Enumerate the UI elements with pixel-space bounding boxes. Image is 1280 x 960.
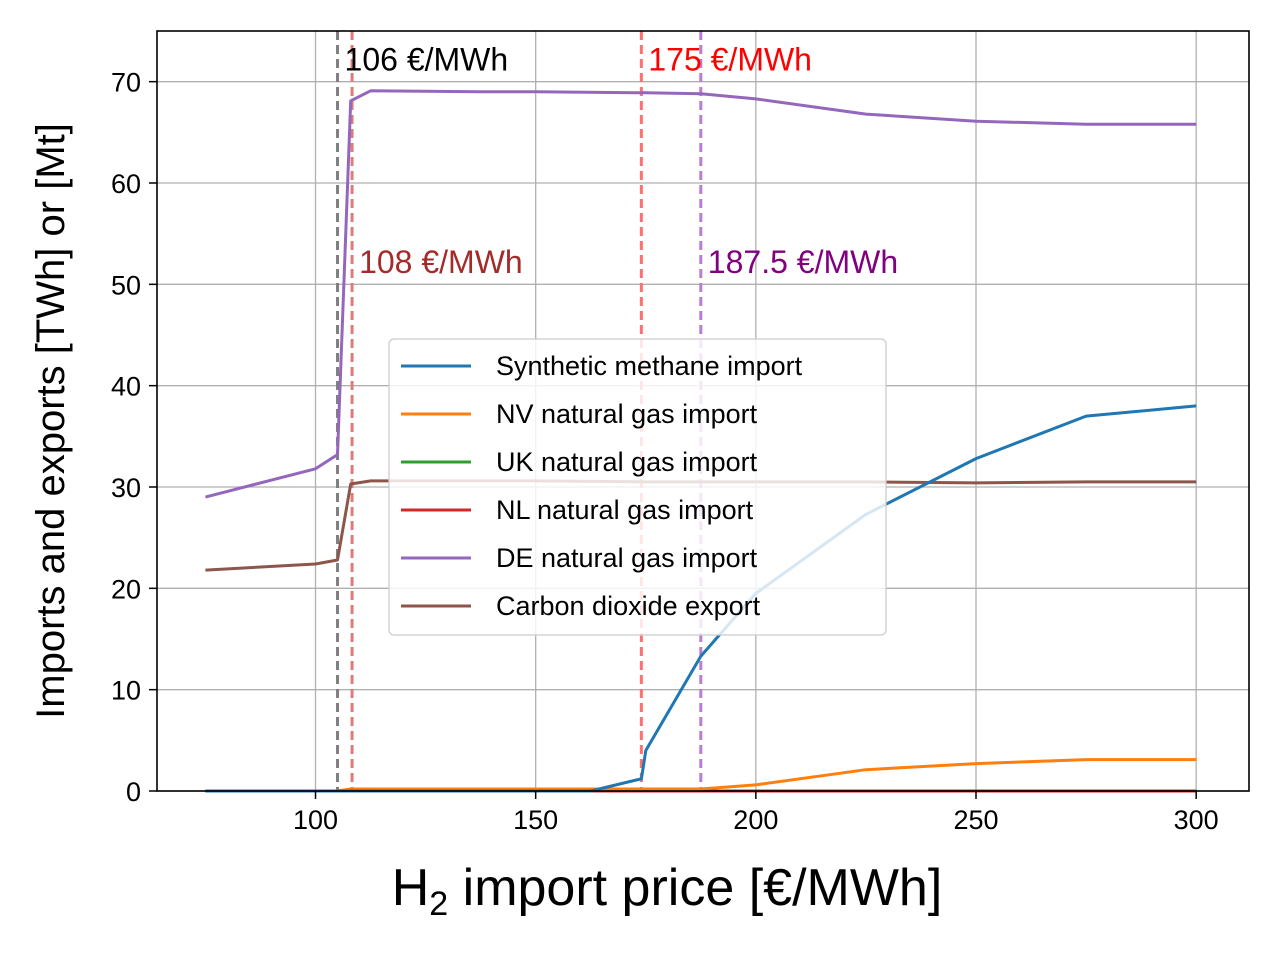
x-axis-label-suffix: import price [€/MWh] — [448, 859, 942, 917]
x-axis-label: H2 import price [€/MWh] — [392, 859, 943, 923]
legend-entry: UK natural gas import — [496, 447, 758, 477]
y-tick-label: 50 — [111, 270, 141, 300]
legend: Synthetic methane import NV natural gas i… — [388, 338, 887, 636]
x-tick-label: 250 — [953, 805, 998, 835]
vertical-marker-label: 187.5 €/MWh — [708, 244, 898, 280]
vertical-marker-label: 108 €/MWh — [359, 244, 523, 280]
y-axis-label: Imports and exports [TWh] or [Mt] — [29, 123, 73, 719]
x-axis-label-prefix: H — [392, 859, 430, 917]
legend-entry: Carbon dioxide export — [496, 591, 761, 621]
vertical-marker-label: 175 €/MWh — [648, 41, 812, 77]
y-tick-label: 20 — [111, 574, 141, 604]
y-tick-label: 0 — [126, 777, 141, 807]
legend-entry: Synthetic methane import — [496, 351, 803, 381]
y-tick-label: 60 — [111, 169, 141, 199]
x-tick-label: 300 — [1174, 805, 1219, 835]
x-tick-label: 100 — [293, 805, 338, 835]
x-axis-label-subscript: 2 — [429, 885, 448, 923]
vertical-marker-labels: 106 €/MWh 108 €/MWh 175 €/MWh 187.5 €/MWh — [345, 41, 899, 280]
y-tick-label: 40 — [111, 372, 141, 402]
x-tick-label: 150 — [513, 805, 558, 835]
legend-entry: DE natural gas import — [496, 543, 758, 573]
x-tick-label: 200 — [733, 805, 778, 835]
y-tick-label: 30 — [111, 473, 141, 503]
vertical-marker-label: 106 €/MWh — [345, 41, 509, 77]
legend-entry: NL natural gas import — [496, 495, 754, 525]
y-tick-label: 70 — [111, 68, 141, 98]
y-tick-label: 10 — [111, 676, 141, 706]
plot-frame — [156, 30, 1250, 792]
axis-ticks: 100 150 200 250 300 0 10 20 30 40 50 60 70 — [111, 68, 1219, 835]
legend-box — [388, 338, 887, 636]
legend-entry: NV natural gas import — [496, 399, 758, 429]
series-line — [205, 89, 1197, 499]
